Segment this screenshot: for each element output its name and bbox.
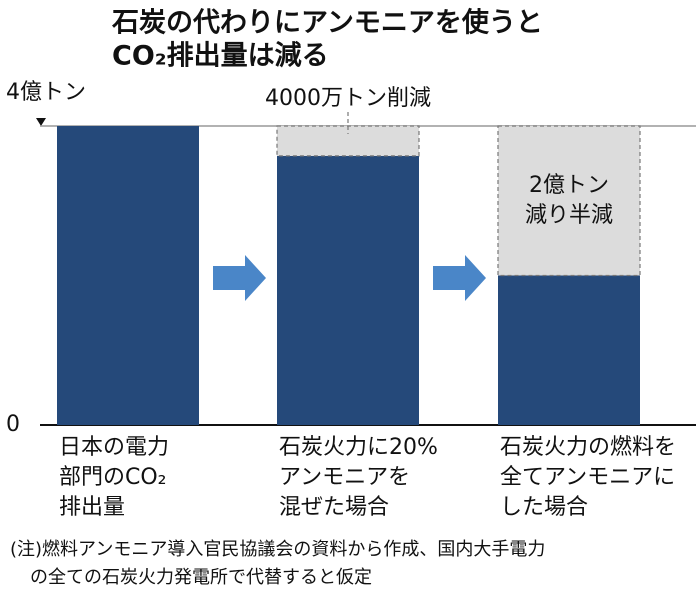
x-tick-label: 日本の電力 (59, 435, 169, 460)
x-tick-label: した場合 (500, 495, 588, 520)
y-tick-label: 0 (6, 412, 20, 437)
x-tick-label: 排出量 (59, 495, 125, 520)
bar-segment (497, 125, 641, 277)
chart-title: CO₂排出量は減る (112, 41, 329, 72)
chart-title: 石炭の代わりにアンモニアを使うと (111, 8, 543, 39)
arrow (213, 255, 266, 301)
x-tick-label: 石炭火力に20% (279, 435, 438, 460)
x-tick-label: 混ぜた場合 (279, 495, 389, 520)
note: (注)燃料アンモニア導入官民協議会の資料から作成、国内大手電力 (10, 539, 545, 560)
bar-segment (57, 126, 199, 425)
x-tick-label: 石炭火力の燃料を (500, 435, 676, 460)
bar-segment (498, 275, 640, 425)
bar-segment (277, 155, 419, 425)
x-tick-label: 部門のCO₂ (59, 465, 167, 490)
arrow (433, 255, 486, 301)
annotation: 4000万トン削減 (265, 86, 431, 111)
annotation: 減り半減 (525, 203, 613, 228)
note: の全ての石炭火力発電所で代替すると仮定 (30, 567, 372, 588)
bar-segment (276, 125, 420, 157)
axis-pointer (36, 118, 46, 126)
x-tick-label: 全てアンモニアに (500, 465, 675, 490)
annotation: 2億トン (529, 173, 609, 198)
x-tick-label: アンモニアを (279, 465, 410, 490)
y-tick-label: 4億トン (6, 80, 86, 105)
